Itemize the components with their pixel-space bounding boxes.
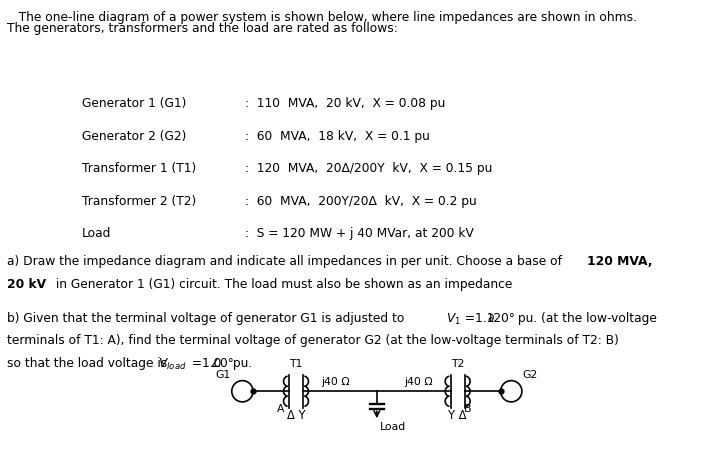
Text: pu.: pu. — [229, 356, 252, 369]
Text: Generator 2 (G2): Generator 2 (G2) — [82, 129, 186, 143]
Text: Δ Y: Δ Y — [287, 409, 305, 422]
Text: ∠0°: ∠0° — [210, 356, 235, 369]
Text: a) Draw the impedance diagram and indicate all impedances in per unit. Choose a : a) Draw the impedance diagram and indica… — [7, 255, 566, 268]
Text: :  S = 120 MW + j 40 MVar, at 200 kV: : S = 120 MW + j 40 MVar, at 200 kV — [245, 227, 474, 240]
Text: Transformer 1 (T1): Transformer 1 (T1) — [82, 162, 196, 175]
Text: :  60  MVA,  200Y/20Δ  kV,  X = 0.2 pu: : 60 MVA, 200Y/20Δ kV, X = 0.2 pu — [245, 194, 477, 207]
Text: $\it{V_{load}}$: $\it{V_{load}}$ — [158, 356, 186, 371]
Text: 120 MVA,: 120 MVA, — [587, 255, 653, 268]
Text: pu. (at the low-voltage: pu. (at the low-voltage — [514, 311, 657, 324]
Text: :  110  MVA,  20 kV,  X = 0.08 pu: : 110 MVA, 20 kV, X = 0.08 pu — [245, 97, 446, 110]
Text: Load: Load — [82, 227, 111, 240]
Text: :  60  MVA,  18 kV,  X = 0.1 pu: : 60 MVA, 18 kV, X = 0.1 pu — [245, 129, 430, 143]
Text: 20 kV: 20 kV — [7, 277, 46, 290]
Text: Generator 1 (G1): Generator 1 (G1) — [82, 97, 186, 110]
Text: in Generator 1 (G1) circuit. The load must also be shown as an impedance: in Generator 1 (G1) circuit. The load mu… — [52, 277, 513, 290]
Text: =1.1: =1.1 — [461, 311, 495, 324]
Text: $\it{V_1}$: $\it{V_1}$ — [446, 311, 461, 326]
Text: T1: T1 — [289, 359, 303, 368]
Text: A: A — [277, 403, 284, 413]
Text: j40 Ω: j40 Ω — [321, 376, 350, 386]
Text: =1.0: =1.0 — [188, 356, 222, 369]
Text: so that the load voltage is: so that the load voltage is — [7, 356, 171, 369]
Text: T2: T2 — [451, 359, 464, 368]
Text: Load: Load — [380, 421, 406, 431]
Text: The generators, transformers and the load are rated as follows:: The generators, transformers and the loa… — [7, 22, 398, 35]
Text: ∂20°: ∂20° — [487, 311, 515, 324]
Text: Transformer 2 (T2): Transformer 2 (T2) — [82, 194, 196, 207]
Text: The one-line diagram of a power system is shown below, where line impedances are: The one-line diagram of a power system i… — [7, 11, 637, 24]
Text: G1: G1 — [216, 369, 231, 379]
Text: terminals of T1: A), find the terminal voltage of generator G2 (at the low-volta: terminals of T1: A), find the terminal v… — [7, 334, 619, 347]
Text: j40 Ω: j40 Ω — [404, 376, 432, 386]
Text: :  120  MVA,  20Δ/200Y  kV,  X = 0.15 pu: : 120 MVA, 20Δ/200Y kV, X = 0.15 pu — [245, 162, 493, 175]
Text: b) Given that the terminal voltage of generator G1 is adjusted to: b) Given that the terminal voltage of ge… — [7, 311, 408, 324]
Text: Y Δ: Y Δ — [449, 409, 467, 422]
Text: B: B — [464, 403, 472, 413]
Text: G2: G2 — [523, 369, 538, 379]
